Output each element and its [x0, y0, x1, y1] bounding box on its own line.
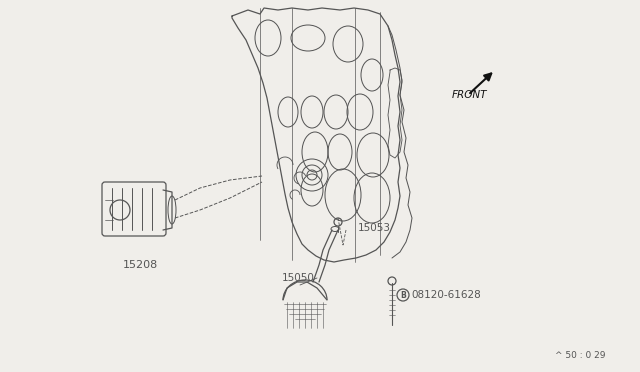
Text: 15053: 15053 [358, 223, 391, 233]
Text: ^ 50 : 0 29: ^ 50 : 0 29 [555, 351, 605, 360]
Text: FRONT: FRONT [452, 90, 488, 100]
Text: 15208: 15208 [122, 260, 157, 270]
Text: B: B [400, 291, 406, 299]
Text: 08120-61628: 08120-61628 [411, 290, 481, 300]
Text: 15050: 15050 [282, 273, 315, 283]
